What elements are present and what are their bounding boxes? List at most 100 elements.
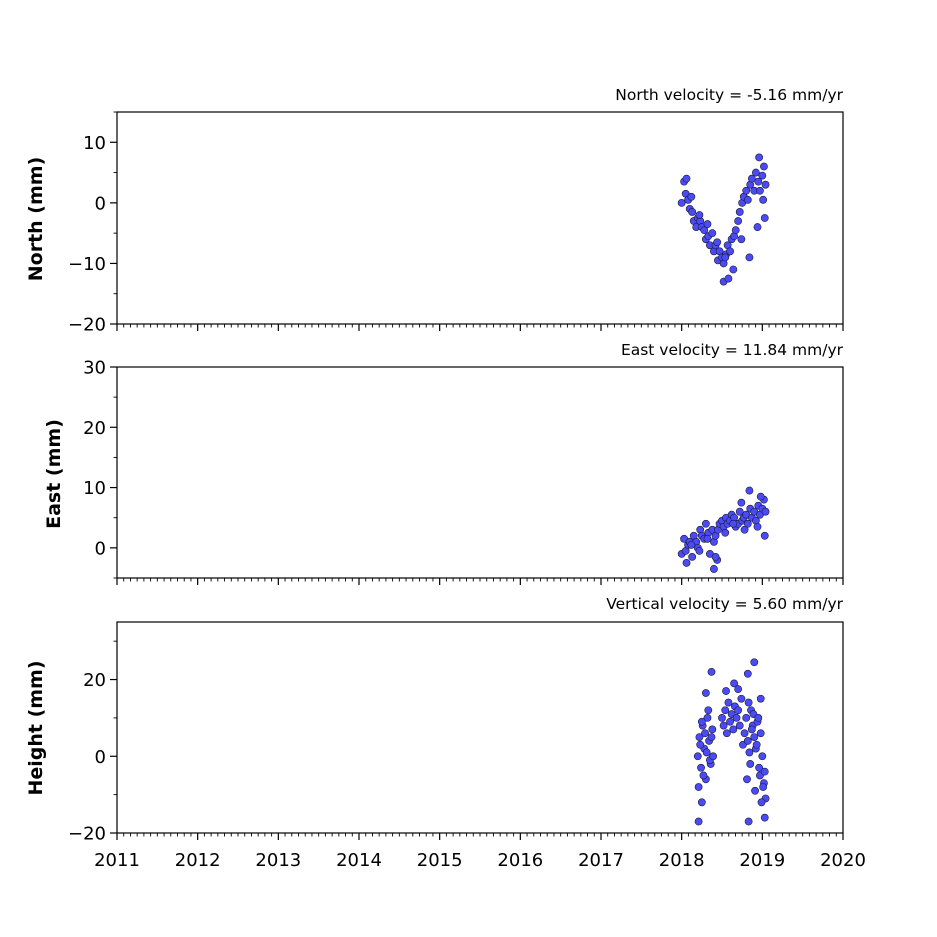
north-data-point — [755, 153, 764, 162]
height-x-tick-label: 2011 — [94, 850, 140, 871]
east-data-point — [761, 507, 770, 516]
height-data-point — [729, 725, 738, 734]
east-data-point — [687, 540, 696, 549]
height-data-point — [707, 667, 716, 676]
height-data-point — [759, 783, 768, 791]
north-data-point — [760, 162, 768, 171]
height-data-point — [760, 767, 769, 776]
height-data-point — [734, 685, 743, 694]
east-data-point — [740, 525, 749, 534]
east-y-tick-label: 0 — [95, 538, 106, 559]
height-data-point — [743, 737, 752, 745]
north-y-tick-label: −20 — [68, 315, 106, 336]
north-velocity-label: North velocity = -5.16 mm/yr — [615, 86, 843, 104]
height-y-tick-label: −20 — [68, 824, 106, 845]
height-x-tick-label: 2015 — [417, 850, 463, 871]
east-y-tick-label: 20 — [83, 418, 106, 439]
vertical-velocity-label: Vertical velocity = 5.60 mm/yr — [606, 595, 843, 613]
height-data-point — [722, 687, 730, 695]
north-data-point — [760, 214, 769, 222]
east-data-point — [703, 534, 712, 543]
height-x-tick-label: 2013 — [255, 850, 301, 871]
height-data-point — [724, 698, 733, 707]
height-data-point — [750, 733, 759, 741]
east-y-tick-label: 10 — [83, 478, 106, 499]
height-data-point — [742, 714, 751, 722]
north-data-point — [695, 211, 704, 219]
height-data-point — [752, 740, 761, 749]
east-data-point — [756, 492, 765, 501]
height-x-tick-label: 2017 — [578, 850, 624, 871]
north-data-point — [734, 217, 743, 225]
north-data-point — [751, 168, 760, 177]
height-x-tick-label: 2014 — [336, 850, 382, 871]
height-data-point — [740, 729, 749, 738]
height-data-point — [735, 721, 744, 730]
height-data-point — [697, 798, 706, 807]
height-data-point — [750, 658, 759, 667]
height-data-point — [696, 740, 705, 749]
height-data-point — [702, 748, 711, 757]
north-data-point — [759, 195, 768, 204]
north-data-point — [682, 174, 691, 183]
north-data-point — [731, 226, 740, 235]
height-y-tick-label: 0 — [95, 747, 106, 768]
north-data-point — [726, 247, 734, 256]
north-data-point — [742, 186, 751, 195]
height-data-point — [708, 725, 717, 734]
east-data-point — [710, 565, 718, 573]
north-data-point — [724, 274, 733, 283]
east-data-point — [695, 546, 704, 555]
height-data-point — [718, 714, 726, 722]
north-data-point — [708, 229, 717, 238]
height-data-point — [701, 689, 710, 697]
height-data-point — [751, 786, 759, 795]
north-data-point — [687, 192, 696, 201]
height-data-point — [756, 694, 765, 703]
north-data-point — [703, 220, 712, 228]
east-data-point — [721, 528, 730, 537]
north-data-point — [700, 226, 709, 235]
north-data-point — [729, 265, 738, 274]
east-data-point — [711, 553, 720, 561]
height-data-point — [693, 752, 702, 761]
height-data-point — [737, 694, 746, 703]
height-data-point — [744, 698, 753, 707]
north-data-point — [756, 186, 764, 195]
height-data-point — [709, 752, 718, 761]
height-data-point — [697, 763, 705, 772]
height-data-point — [701, 729, 709, 738]
height-panel: Vertical velocity = 5.60 mm/yr Height (m… — [25, 595, 866, 871]
north-data-point — [735, 208, 744, 216]
height-data-point — [707, 733, 716, 741]
height-data-point — [756, 729, 765, 738]
height-data-point — [732, 714, 741, 722]
north-data-point — [743, 195, 752, 204]
north-data-point — [754, 177, 763, 186]
east-data-point — [735, 507, 744, 516]
height-data-point — [755, 763, 764, 772]
north-panel: North velocity = -5.16 mm/yr North (mm) … — [25, 86, 844, 336]
height-data-point — [743, 669, 752, 678]
north-data-point — [713, 238, 722, 247]
height-x-tick-label: 2016 — [497, 850, 543, 871]
east-data-point — [737, 498, 746, 507]
height-data-point — [697, 717, 706, 726]
east-data-point — [729, 519, 738, 528]
east-panel: East velocity = 11.84 mm/yr East (mm) 30… — [43, 341, 844, 585]
height-data-point — [721, 706, 730, 715]
north-data-point — [745, 253, 754, 262]
height-data-point — [719, 721, 728, 730]
height-data-point — [722, 729, 731, 738]
height-x-tick-label: 2019 — [739, 850, 785, 871]
height-data-point — [760, 813, 769, 822]
north-y-tick-label: −10 — [68, 254, 106, 275]
height-data-point — [694, 783, 703, 791]
height-data-point — [730, 679, 738, 688]
height-data-point — [747, 725, 756, 734]
height-data-point — [695, 733, 704, 741]
height-data-point — [754, 714, 763, 722]
east-data-point — [760, 531, 769, 540]
height-data-point — [726, 717, 734, 726]
